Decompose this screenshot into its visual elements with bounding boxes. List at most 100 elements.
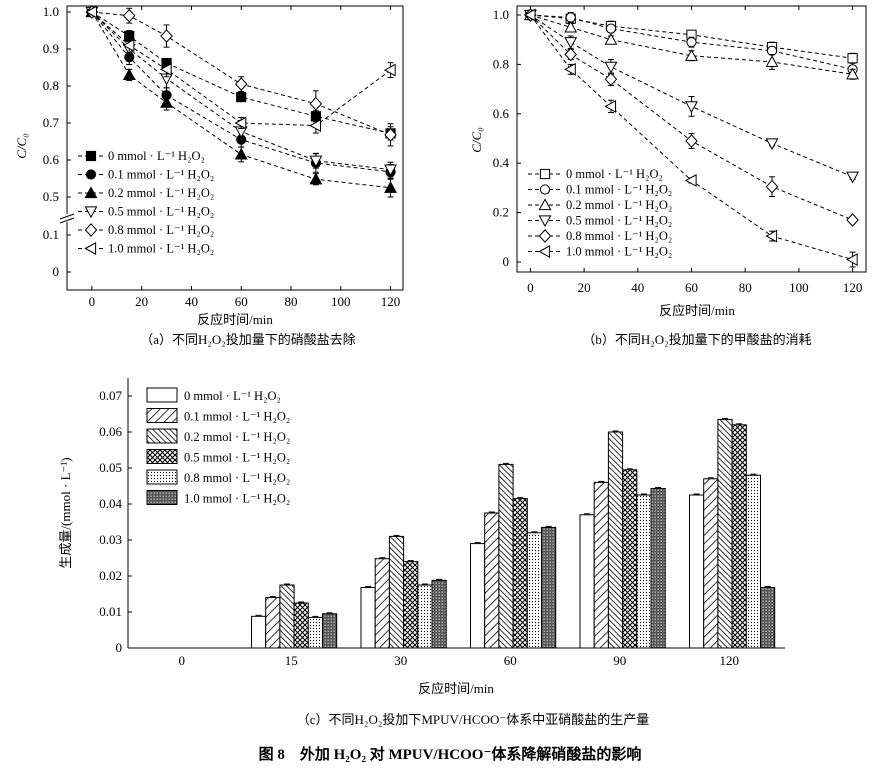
x-axis-label: 反应时间/min <box>418 681 494 696</box>
y-tick-label: 0.9 <box>43 41 59 56</box>
bar <box>745 474 761 649</box>
chart-b: 0 20 40 60 80 100 120 0 0.2 0.4 0.6 0.8 1.0 反应时间/min C… <box>469 5 867 318</box>
x-tick-label: 90 <box>613 653 626 668</box>
legend-marker <box>538 215 552 228</box>
legend-label: 0.2 mmol · L⁻¹ H₂O₂ <box>566 198 672 212</box>
bar <box>760 587 776 649</box>
data-point <box>384 164 398 177</box>
legend-marker <box>84 206 98 219</box>
legend-label: 0.8 mmol · L⁻¹ H₂O₂ <box>108 223 214 237</box>
data-point <box>384 181 398 193</box>
y-tick-label: 0 <box>116 640 123 655</box>
bar <box>636 494 652 649</box>
plot-frame <box>66 5 404 291</box>
y-tick-label: 0.01 <box>99 604 122 619</box>
data-point <box>122 38 135 52</box>
bar <box>703 478 719 649</box>
x-tick-label: 15 <box>285 653 298 668</box>
bar <box>322 613 338 649</box>
y-tick-label: 0.05 <box>99 460 122 475</box>
y-tick-label: 0.6 <box>493 106 510 121</box>
legend-label: 0.2 mmol · L⁻¹ H₂O₂ <box>184 430 290 444</box>
x-tick-label: 120 <box>843 280 863 295</box>
bar <box>374 558 390 649</box>
x-tick-label: 80 <box>285 294 298 309</box>
data-point <box>122 68 136 80</box>
data-point <box>309 119 321 133</box>
y-tick-label: 1.0 <box>43 4 59 19</box>
x-tick-label: 0 <box>527 280 534 295</box>
series-line <box>530 14 853 261</box>
y-axis-label: 生成量/(mmol · L⁻¹) <box>58 457 73 568</box>
legend-swatch <box>146 428 178 444</box>
series-b-0: 0 mmol · L⁻¹ H₂O₂ <box>525 9 858 181</box>
data-point <box>236 92 247 103</box>
bar <box>431 579 447 649</box>
data-point <box>684 174 697 187</box>
legend-swatch <box>146 387 178 403</box>
data-point <box>234 147 248 160</box>
data-point <box>85 5 97 19</box>
series-line <box>530 14 853 59</box>
bar <box>689 494 705 649</box>
series-line <box>530 14 853 75</box>
data-point <box>604 72 618 87</box>
legend-marker <box>84 242 97 255</box>
legend-label: 0.1 mmol · L⁻¹ H₂O₂ <box>108 168 214 182</box>
bar <box>731 424 747 649</box>
bar <box>622 469 638 649</box>
data-point <box>685 101 698 114</box>
x-tick-label: 60 <box>235 294 248 309</box>
x-axis-label: 反应时间/min <box>197 312 273 327</box>
series-a-5: 1.0 mmol · L⁻¹ H₂O₂ <box>78 5 396 256</box>
x-axis-label: 反应时间/min <box>659 303 735 318</box>
legend-label: 0.5 mmol · L⁻¹ H₂O₂ <box>566 214 672 228</box>
y-tick-label: 0.02 <box>99 568 122 583</box>
x-tick-label: 100 <box>331 294 351 309</box>
bar <box>403 561 419 649</box>
legend-label: 0 mmol · L⁻¹ H₂O₂ <box>108 149 205 163</box>
y-tick-label: 0 <box>53 264 60 279</box>
data-point <box>685 49 698 61</box>
bar <box>251 615 267 649</box>
series-line <box>530 14 853 221</box>
bar <box>526 532 542 649</box>
x-tick-label: 20 <box>578 280 591 295</box>
y-axis-label: C/C₀ <box>469 127 484 152</box>
bar <box>265 597 281 649</box>
y-tick-label: 0.07 <box>99 388 122 403</box>
data-point <box>564 62 576 76</box>
data-point <box>234 116 247 130</box>
x-tick-label: 20 <box>135 294 148 309</box>
x-tick-label: 40 <box>185 294 198 309</box>
data-point <box>564 37 578 49</box>
bar <box>388 535 405 649</box>
bar <box>541 526 557 649</box>
series-line <box>530 14 853 70</box>
bar <box>512 498 528 649</box>
legend-swatch <box>146 449 178 464</box>
data-point <box>309 172 323 185</box>
data-point <box>309 96 323 111</box>
bar <box>650 488 666 649</box>
y-tick-label: 0.4 <box>493 155 510 170</box>
x-tick-label: 120 <box>381 294 401 309</box>
caption-c: （c）不同H₂O₂投加下MPUV/HCOO⁻体系中亚硝酸盐的生产量 <box>297 712 650 727</box>
data-point <box>383 63 396 77</box>
bar <box>293 602 309 649</box>
x-tick-label: 60 <box>685 280 698 295</box>
series-a-4: 0.8 mmol · L⁻¹ H₂O₂ <box>78 5 397 237</box>
data-point <box>604 61 618 74</box>
x-tick-label: 40 <box>631 280 644 295</box>
data-point <box>846 213 859 227</box>
legend-marker <box>539 184 551 195</box>
legend-swatch <box>146 469 178 485</box>
axis-break-mark <box>59 217 75 224</box>
y-tick-label: 0.8 <box>43 78 59 93</box>
bar <box>279 584 295 649</box>
data-point <box>160 96 174 108</box>
y-tick-label: 0.06 <box>99 424 122 439</box>
chart-c: 0 0.01 0.02 0.03 0.04 0.05 0.06 0.07 0 15 30 60 90 12… <box>58 378 785 696</box>
legend-label: 0.1 mmol · L⁻¹ H₂O₂ <box>566 183 672 197</box>
data-point <box>685 134 698 148</box>
